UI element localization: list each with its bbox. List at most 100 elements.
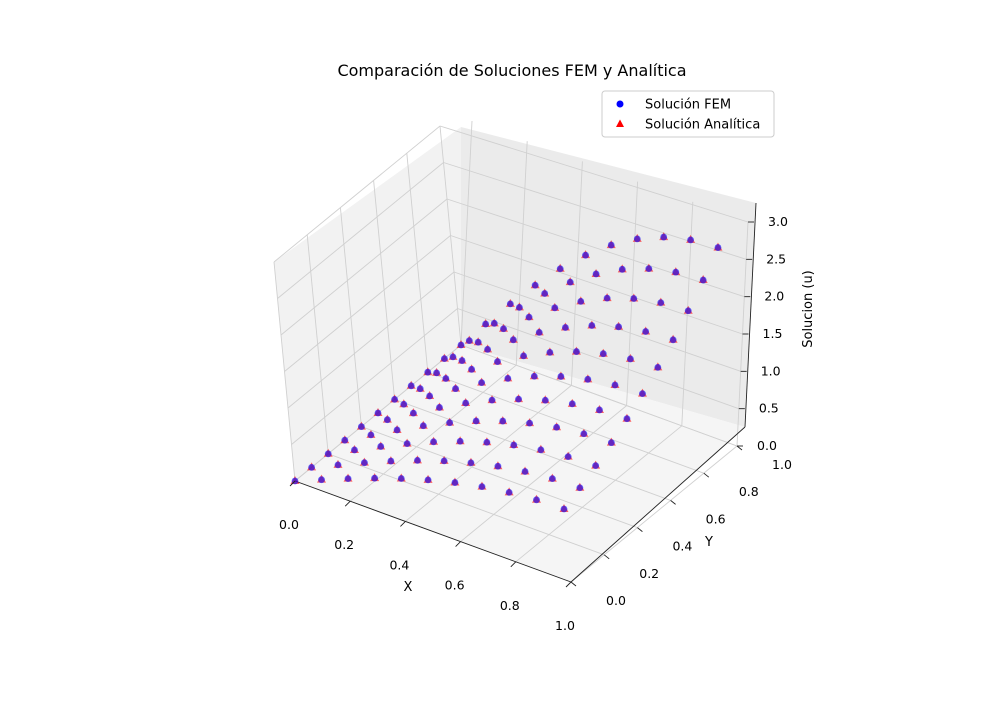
fem-point-3-8: [500, 325, 507, 333]
fem-point-2-6: [442, 375, 450, 382]
fem-point-1-8: [449, 353, 457, 361]
fem-point-1-4: [383, 416, 391, 424]
fem-point-10-7: [669, 336, 677, 344]
legend-label-fem: Solución FEM: [645, 98, 731, 113]
fem-point-2-9: [490, 319, 498, 327]
fem-point-6-4: [515, 395, 522, 403]
fem-point-1-9: [465, 337, 473, 345]
fem-point-1-3: [367, 431, 375, 439]
fem-point-7-9: [618, 265, 626, 273]
fem-point-4-3: [446, 419, 454, 427]
y-tick-label-5: 1.0: [772, 457, 792, 472]
fem-point-2-2: [377, 443, 385, 450]
fem-point-3-9: [515, 303, 523, 311]
fem-point-10-1: [576, 484, 584, 492]
fem-point-7-4: [541, 396, 549, 404]
fem-point-6-3: [499, 417, 507, 425]
fem-point-0-9: [441, 355, 448, 362]
x-tick-label-1: 0.2: [334, 537, 354, 552]
x-axis-label: X: [404, 580, 413, 595]
grid-back-z-2: [453, 271, 741, 372]
fem-point-1-2: [351, 446, 358, 454]
fem-point-1-0: [318, 476, 325, 484]
y-tick-mark-5: [736, 445, 743, 451]
fem-point-4-5: [478, 379, 486, 387]
fem-point-7-0: [478, 483, 486, 491]
fem-point-0-2: [324, 450, 332, 458]
y-axis-label: Y: [704, 535, 713, 550]
grid-floor-y-1: [328, 453, 605, 556]
fem-point-9-7: [642, 328, 650, 335]
fem-point-6-2: [483, 438, 491, 446]
grid-back-z-3: [450, 235, 743, 335]
fem-point-1-7: [433, 369, 440, 377]
grid-floor-x-5: [570, 445, 738, 583]
x-tick-mark-1: [344, 500, 351, 507]
grid-back-x-0: [460, 120, 473, 346]
z-tick-label-1: 0.5: [759, 401, 779, 416]
grid-back-z-4: [446, 198, 745, 298]
x-tick-label-0: 0.0: [279, 517, 299, 532]
fem-point-2-5: [426, 392, 434, 400]
fem-point-0-4: [358, 423, 365, 430]
fem-point-2-4: [409, 409, 417, 417]
fem-point-7-2: [510, 441, 518, 449]
fem-point-0-8: [424, 368, 432, 376]
data-points: [290, 232, 723, 513]
x-tick-label-2: 0.4: [389, 557, 409, 572]
legend-box: [601, 90, 775, 138]
fem-point-8-4: [568, 400, 576, 408]
z-tick-label-6: 3.0: [768, 214, 788, 229]
fem-point-10-4: [623, 415, 631, 423]
x-tick-mark-5: [565, 581, 572, 588]
fem-point-0-3: [341, 436, 349, 444]
fem-point-3-1: [387, 457, 395, 465]
legend: Solución FEM Solución Analítica: [601, 90, 775, 138]
fem-point-2-7: [458, 357, 466, 364]
fem-point-7-1: [494, 462, 502, 470]
fem-point-5-1: [440, 457, 448, 465]
fem-point-2-0: [344, 475, 352, 483]
fem-point-10-5: [639, 390, 646, 398]
x-axis-line: [294, 480, 572, 583]
fem-point-0-7: [407, 382, 415, 390]
fem-point-9-2: [564, 453, 572, 461]
fem-point-10-9: [699, 276, 707, 284]
z-tick-label-5: 2.5: [766, 251, 786, 266]
fem-point-5-9: [566, 278, 574, 286]
grid-back-x-3: [626, 181, 639, 406]
fem-point-10-3: [607, 439, 615, 447]
grid-floor-y-4: [427, 371, 704, 474]
fem-point-7-7: [588, 322, 596, 329]
legend-label-analytic: Solución Analítica: [645, 118, 760, 133]
fem-point-7-3: [526, 419, 533, 427]
fem-point-2-8: [474, 338, 482, 346]
x-tick-mark-3: [455, 541, 461, 547]
fem-point-8-1: [521, 468, 529, 475]
grid-back-z-5: [443, 162, 747, 260]
fem-point-9-0: [533, 496, 540, 504]
grid-left-z-6: [273, 125, 441, 263]
grid-back-z-6: [439, 125, 749, 223]
fem-point-6-5: [530, 372, 538, 380]
fem-point-5-7: [535, 328, 543, 336]
fem-point-9-1: [548, 475, 556, 483]
grid-floor-x-2: [405, 385, 572, 522]
fem-point-6-6: [546, 348, 554, 356]
x-tick-label-3: 0.6: [445, 578, 465, 593]
grid-left-z-4: [280, 198, 448, 336]
fem-point-5-6: [520, 352, 527, 360]
z-tick-label-4: 2.0: [764, 289, 784, 304]
fem-point-10-2: [592, 462, 600, 470]
y-tick-label-0: 0.0: [606, 593, 626, 608]
y-tick-label-2: 0.4: [672, 539, 692, 554]
fem-point-9-8: [657, 299, 665, 307]
fem-point-3-6: [468, 365, 476, 373]
fem-point-9-6: [627, 355, 634, 363]
y-tick-label-3: 0.6: [706, 511, 726, 526]
grid-left-z-3: [284, 235, 451, 372]
fem-point-10-0: [560, 505, 568, 513]
x-tick-mark-2: [400, 521, 406, 527]
fem-point-9-9: [672, 268, 680, 276]
fem-point-8-8: [630, 295, 638, 302]
